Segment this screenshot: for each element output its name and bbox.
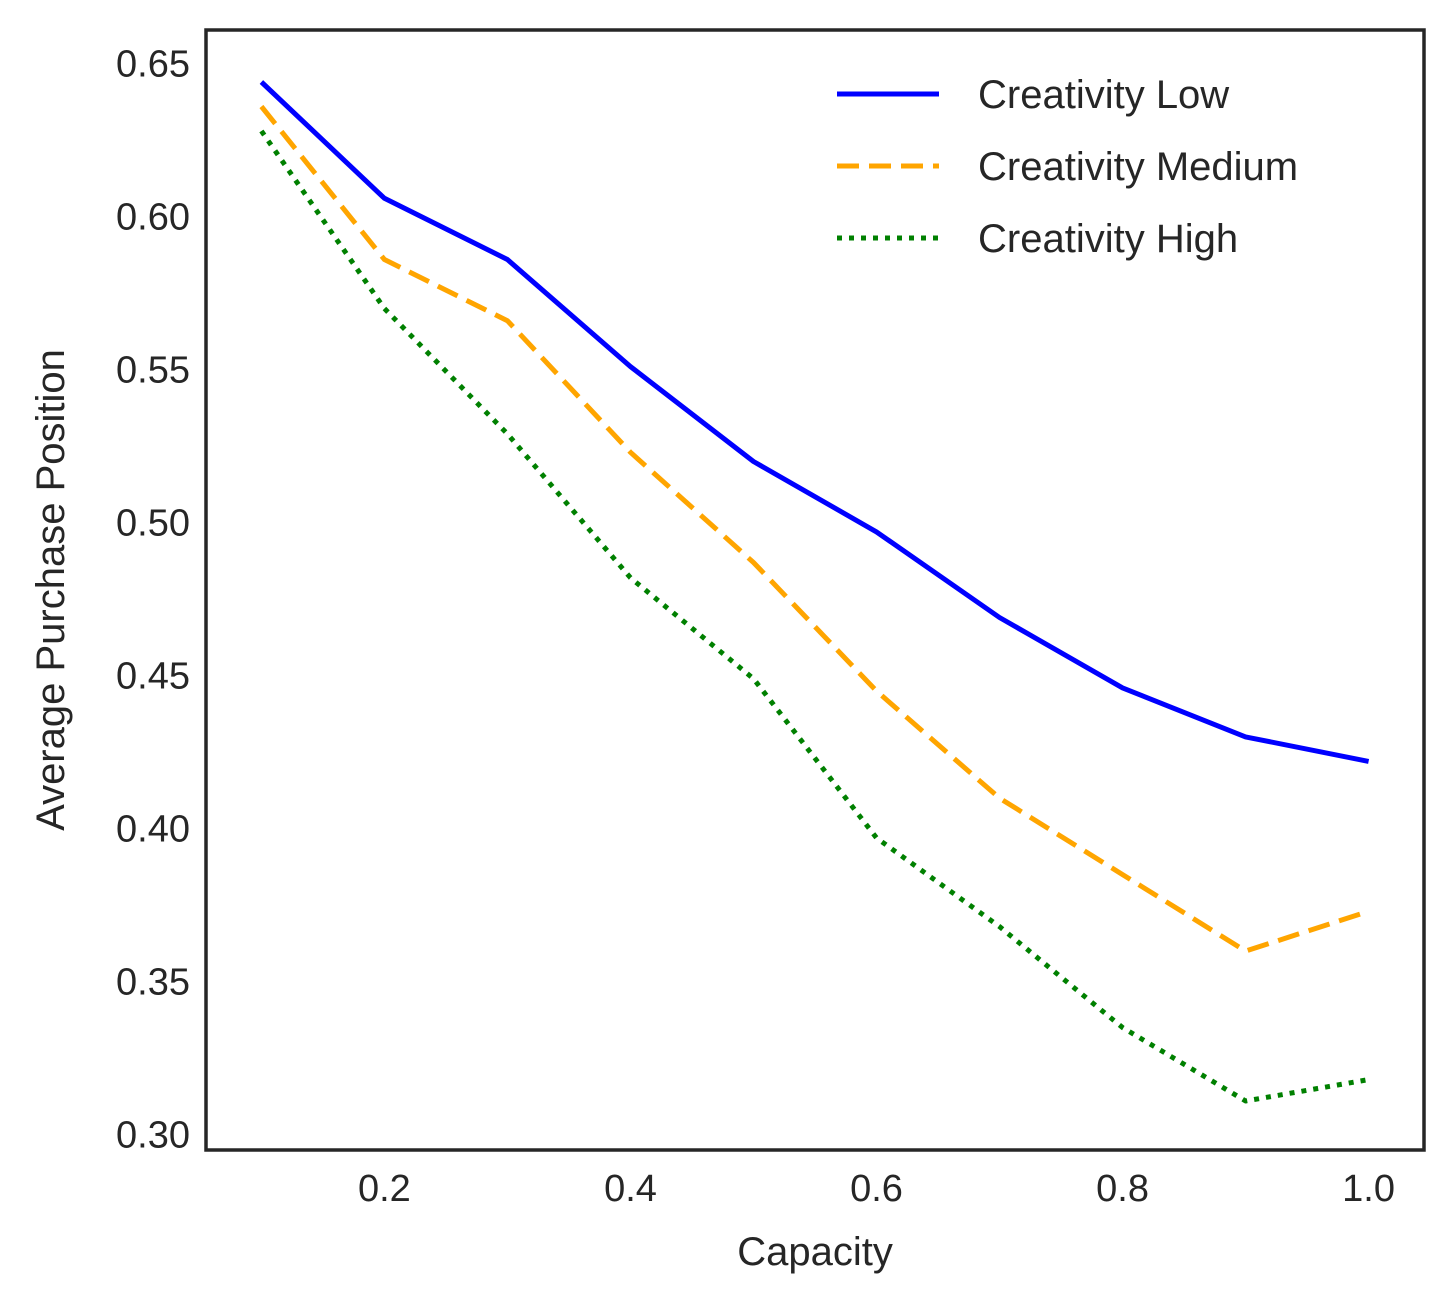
x-tick-label: 0.4: [604, 1168, 657, 1210]
x-tick-label: 0.6: [850, 1168, 903, 1210]
y-tick-label: 0.30: [116, 1115, 190, 1157]
y-tick-label: 0.65: [116, 44, 190, 86]
legend-label-0: Creativity Low: [978, 73, 1229, 117]
series-lines: [259, 80, 1370, 1104]
legend-label-2: Creativity High: [978, 217, 1238, 261]
x-axis-label: Capacity: [737, 1230, 893, 1274]
series-line-1: [259, 104, 1370, 954]
legend-label-1: Creativity Medium: [978, 145, 1298, 189]
y-axis-label: Average Purchase Position: [29, 349, 73, 831]
x-axis-ticks: 0.2 0.4 0.6 0.8 1.0: [358, 1168, 1395, 1210]
series-line-0: [259, 80, 1370, 764]
y-tick-label: 0.45: [116, 656, 190, 698]
y-tick-label: 0.55: [116, 350, 190, 392]
x-tick-label: 0.2: [358, 1168, 411, 1210]
y-tick-label: 0.50: [116, 503, 190, 545]
series-line-2: [259, 129, 1370, 1104]
y-tick-label: 0.35: [116, 962, 190, 1004]
y-tick-label: 0.60: [116, 197, 190, 239]
y-axis-ticks: 0.30 0.35 0.40 0.45 0.50 0.55 0.60 0.65: [116, 44, 190, 1157]
x-tick-label: 0.8: [1096, 1168, 1149, 1210]
legend: Creativity Low Creativity Medium Creativit…: [837, 73, 1298, 261]
y-tick-label: 0.40: [116, 809, 190, 851]
x-tick-label: 1.0: [1342, 1168, 1395, 1210]
plot-frame: [204, 28, 1426, 1152]
